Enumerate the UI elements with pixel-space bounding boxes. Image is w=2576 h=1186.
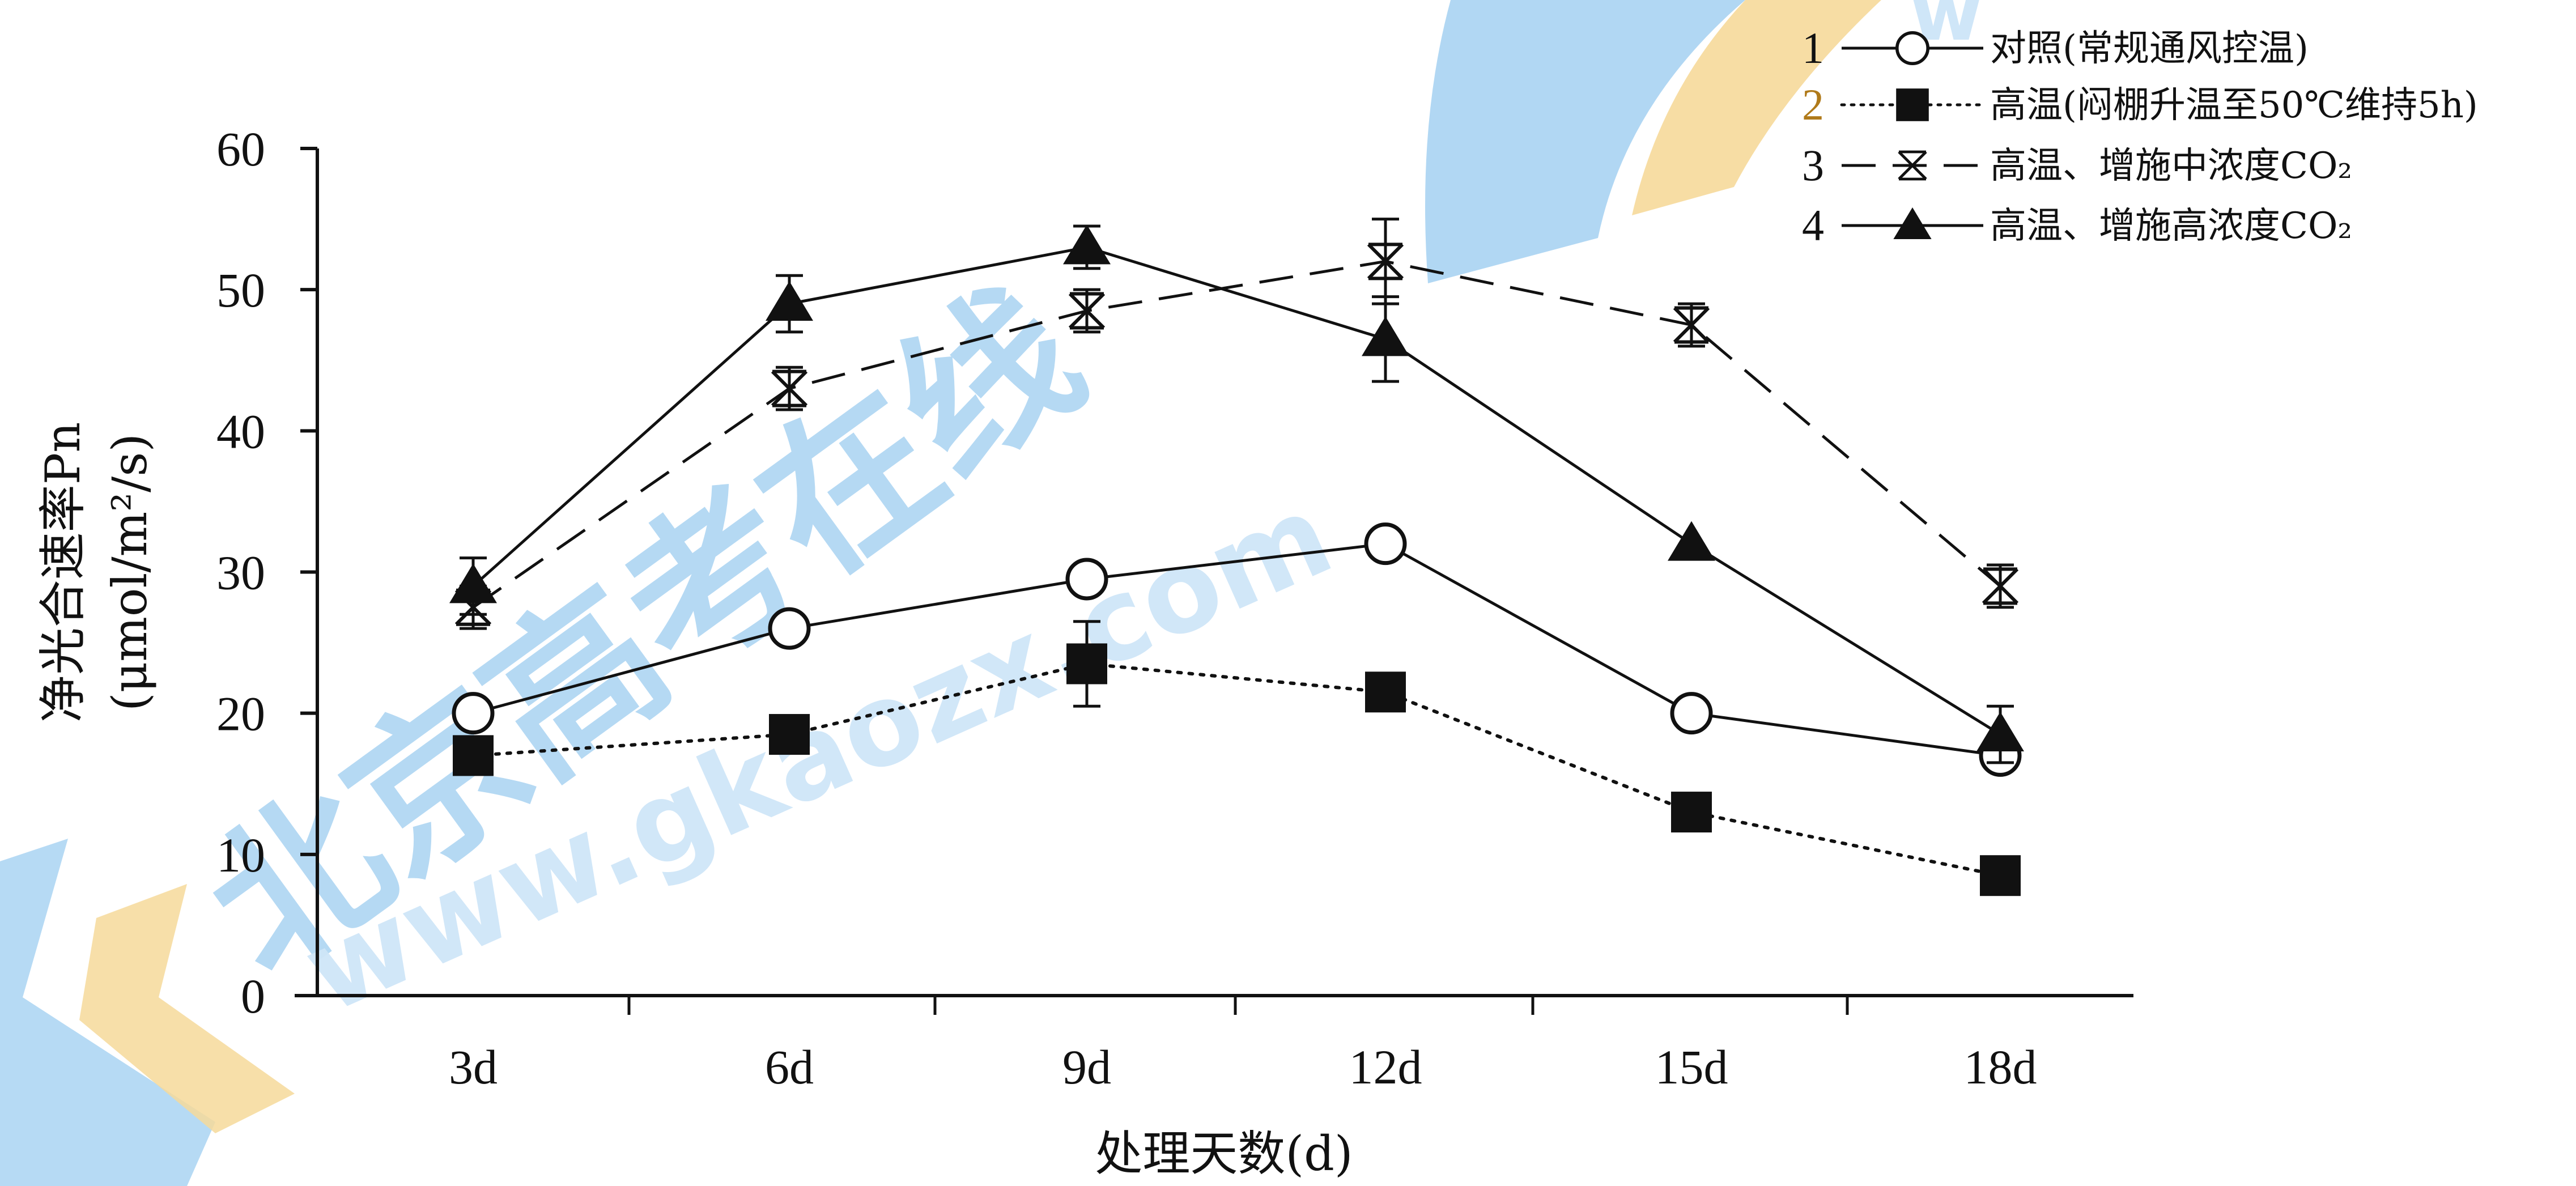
series-4-point [1362,316,1409,356]
y-tick-label: 30 [216,546,265,600]
y-tick-label: 0 [241,969,265,1023]
legend-marker [1896,88,1929,121]
watermark-blue-chevron [0,839,215,1186]
series-1-point [1670,692,1713,735]
series-2-point [769,714,810,755]
series-3-point [1068,292,1106,330]
series-4-point [1063,224,1111,265]
legend-number: 2 [1802,80,1824,129]
x-marker-stroke [1898,151,1927,180]
series-3-point [771,369,808,407]
series-2-point [1365,671,1406,713]
y-tick-label: 40 [216,404,265,458]
x-tick-label: 12d [1349,1040,1422,1094]
legend-number: 4 [1802,201,1824,250]
x-marker-stroke [1367,243,1404,280]
series-4-point [766,281,813,321]
series-1-point [1364,522,1407,566]
series-2 [453,620,2021,896]
series-4-line [472,245,2001,736]
series-3-line [472,260,2001,609]
watermark-blue-arc [1425,0,1745,283]
series-2-point [1066,643,1107,685]
y-tick-label: 60 [216,122,265,176]
series-4 [449,224,2024,764]
legend: 1 对照(常规通风控温) 2 高温(闷棚升温至50℃维持5h) 3 高温、增施中浓度CO₂… [1802,23,2478,250]
legend-label: 高温(闷棚升温至50℃维持5h) [1990,84,2478,126]
watermark-orange-chevron [79,884,295,1133]
series-2-point [1980,855,2021,896]
legend-label: 高温、增施中浓度CO₂ [1990,145,2352,187]
x-tick-label: 9d [1062,1040,1111,1094]
series-1-point [452,692,495,735]
x-tick-label: 6d [765,1040,814,1094]
x-marker-stroke [771,370,808,407]
x-tick-label: 3d [449,1040,498,1094]
legend-label: 高温、增施高浓度CO₂ [1990,205,2352,247]
legend-number: 3 [1802,141,1824,190]
y-axis-title-line2: (μmol/m²/s) [102,433,158,711]
legend-item-1: 1 对照(常规通风控温) [1802,23,2309,73]
legend-marker [1893,207,1932,239]
x-ticks: 3d 6d 9d 12d 15d 18d [449,996,2037,1094]
legend-item-4: 4 高温、增施高浓度CO₂ [1802,201,2352,250]
x-marker-stroke [1982,568,2019,605]
legend-item-3: 3 高温、增施中浓度CO₂ [1802,141,2352,190]
series-2-point [1671,792,1712,833]
x-tick-label: 15d [1655,1040,1728,1094]
x-marker-stroke [1673,307,1710,343]
series-3-point [1673,306,1710,344]
series-4-point [1976,712,2024,752]
series-3-point [1982,567,2019,605]
series-3-point [1367,243,1404,280]
y-tick-label: 20 [216,687,265,741]
series-2-line [471,662,2002,878]
series-1-point [768,607,811,650]
legend-item-2: 2 高温(闷棚升温至50℃维持5h) [1802,80,2478,129]
legend-label: 对照(常规通风控温) [1990,28,2309,70]
y-ticks: 0 10 20 30 40 50 60 [216,122,317,1023]
x-marker-stroke [1068,292,1106,329]
y-tick-label: 50 [216,263,265,317]
series-4-point [1668,521,1715,561]
watermark: 北京高考在线 www.gkaozx.com w [0,0,1983,1186]
legend-marker [1898,150,1927,181]
legend-number: 1 [1802,23,1824,73]
x-tick-label: 18d [1964,1040,2037,1094]
series-1-line [473,542,2001,757]
watermark-orange-arc [1632,0,1881,215]
series-4-point [449,563,497,603]
y-tick-label: 10 [216,828,265,882]
legend-marker [1895,31,1930,66]
series-2-point [453,735,494,776]
series-1-point [1065,558,1108,601]
series-layer [449,218,2024,896]
x-axis-title: 处理天数(d) [1095,1126,1353,1181]
series-3 [454,218,2019,630]
y-axis-title-line1: 净光合速率Pn [35,422,91,723]
